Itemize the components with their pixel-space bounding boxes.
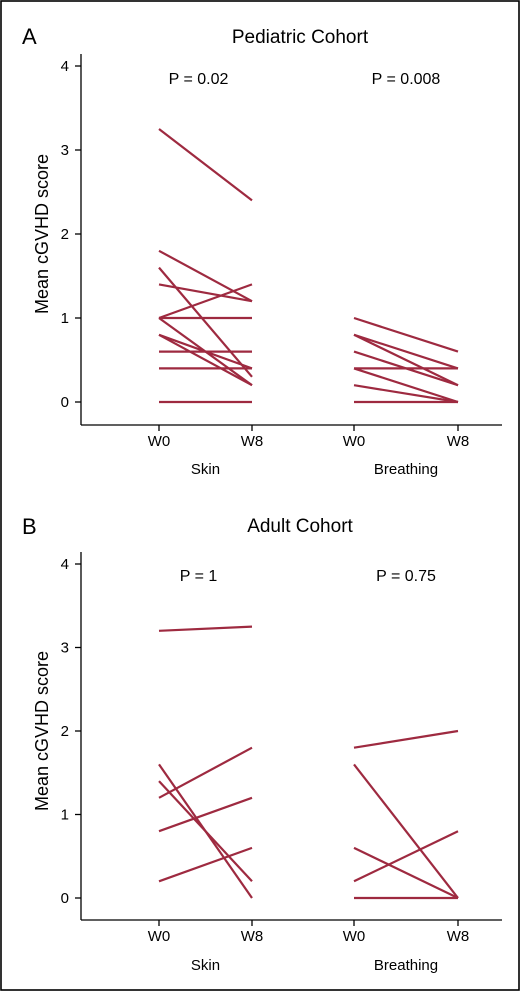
patient-line — [353, 333, 459, 387]
patient-line — [353, 367, 459, 404]
chart-title: Pediatric Cohort — [232, 27, 369, 48]
y-tick-label: 3 — [61, 142, 69, 159]
patient-line — [158, 846, 253, 883]
x-tick-label: W8 — [241, 433, 264, 450]
x-tick-label: W0 — [148, 433, 171, 450]
y-tick-label: 0 — [61, 394, 69, 411]
patient-line — [353, 316, 459, 353]
y-axis-label: Mean cGVHD score — [32, 154, 52, 314]
patient-line — [353, 729, 459, 749]
patient-line — [158, 266, 253, 378]
patient-line — [158, 625, 253, 632]
patient-line — [353, 333, 459, 370]
patient-line — [158, 780, 253, 883]
y-tick-label: 2 — [61, 723, 69, 740]
p-value-label: P = 0.008 — [372, 71, 441, 88]
panel-letter: A — [22, 24, 37, 49]
patient-line — [158, 249, 253, 303]
y-tick-label: 0 — [61, 890, 69, 907]
x-tick-label: W0 — [148, 928, 171, 945]
p-value-label: P = 1 — [180, 568, 218, 585]
y-tick-label: 2 — [61, 226, 69, 243]
y-tick-label: 1 — [61, 807, 69, 824]
patient-line — [353, 830, 459, 883]
x-tick-label: W8 — [447, 928, 470, 945]
p-value-label: P = 0.75 — [376, 568, 436, 585]
group-label: Skin — [191, 461, 220, 478]
x-tick-label: W0 — [343, 433, 366, 450]
chart-title: Adult Cohort — [247, 516, 353, 537]
y-tick-label: 1 — [61, 310, 69, 327]
y-tick-label: 3 — [61, 640, 69, 657]
x-tick-label: W0 — [343, 928, 366, 945]
group-label: Breathing — [374, 957, 438, 974]
group-label: Breathing — [374, 461, 438, 478]
patient-line — [158, 283, 253, 303]
patient-line — [158, 283, 253, 320]
y-tick-label: 4 — [61, 556, 69, 573]
patient-line — [158, 746, 253, 799]
patient-line — [158, 128, 253, 202]
patient-line — [158, 333, 253, 387]
panel-letter: B — [22, 514, 37, 539]
y-axis-label: Mean cGVHD score — [32, 651, 52, 811]
patient-line — [158, 796, 253, 833]
group-label: Skin — [191, 957, 220, 974]
p-value-label: P = 0.02 — [169, 71, 229, 88]
y-tick-label: 4 — [61, 58, 69, 75]
patient-line — [353, 763, 459, 899]
patient-line — [353, 384, 459, 404]
x-tick-label: W8 — [447, 433, 470, 450]
x-tick-label: W8 — [241, 928, 264, 945]
patient-line — [353, 846, 459, 899]
